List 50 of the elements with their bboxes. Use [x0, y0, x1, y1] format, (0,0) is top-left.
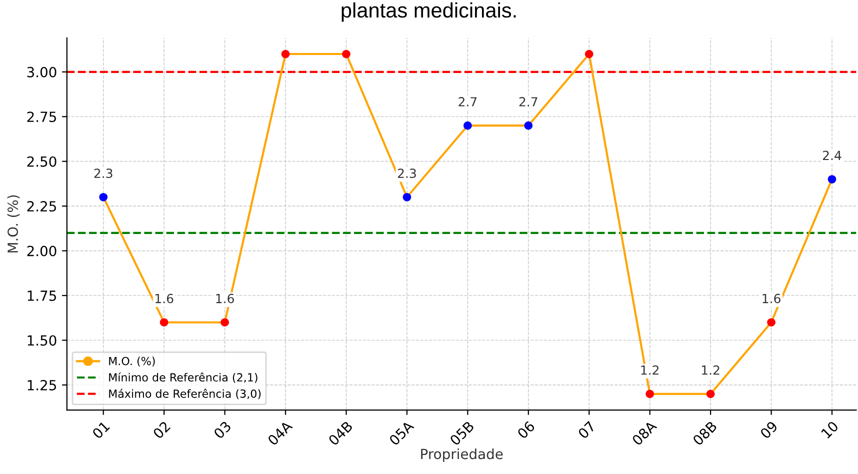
point — [706, 390, 715, 398]
chart-title: plantas medicinais. — [342, 2, 516, 22]
x-tick-label: 01 — [92, 420, 110, 440]
data-label: 2.7 — [458, 97, 477, 106]
data-label: 2.3 — [398, 168, 416, 178]
point — [160, 318, 168, 327]
data-label: 1.6 — [216, 294, 234, 304]
data-label: 2.7 — [519, 97, 538, 106]
x-tick-label: 02 — [152, 420, 171, 440]
y-tick-label: 2.75 — [27, 112, 56, 122]
data-label: 1.2 — [641, 365, 659, 375]
x-tick-label: 05A — [388, 420, 414, 446]
x-tick-label: 09 — [760, 420, 778, 440]
point — [767, 318, 776, 327]
point — [584, 50, 594, 58]
data-label: 2.4 — [822, 150, 842, 160]
point — [99, 192, 108, 202]
data-label: 2.3 — [94, 168, 112, 178]
point — [646, 390, 654, 398]
x-axis-title: Propriedade — [421, 448, 503, 462]
point — [464, 121, 472, 130]
y-tick-label: 2.00 — [27, 246, 56, 256]
x-tick-label: 08A — [631, 420, 658, 446]
x-tick-label: 04B — [328, 420, 354, 446]
x-tick-label: 03 — [213, 420, 232, 440]
legend-label: Máximo de Referência (3,0) — [109, 388, 261, 400]
x-tick-label: 04A — [267, 420, 294, 446]
y-axis-title: M.O. (%) — [7, 195, 20, 252]
y-tick-label: 2.25 — [27, 201, 56, 212]
y-tick-label: 1.50 — [28, 335, 56, 346]
x-tick-label: 08B — [692, 420, 718, 446]
data-label: 1.2 — [702, 365, 720, 375]
y-tick-label: 1.25 — [28, 380, 56, 390]
y-tick-label: 3.00 — [27, 66, 56, 78]
legend-label: Mínimo de Referência (2,1) — [109, 372, 258, 383]
point — [524, 121, 533, 130]
point — [220, 318, 229, 327]
x-tick-label: 06 — [516, 420, 536, 440]
point — [281, 50, 290, 58]
x-tick-label: 10 — [820, 420, 839, 439]
x-tick-label: 07 — [577, 420, 596, 440]
data-label: 1.6 — [156, 294, 174, 304]
y-tick-label: 2.50 — [27, 156, 56, 167]
point — [402, 192, 412, 202]
point — [828, 175, 836, 184]
data-label: 1.6 — [762, 294, 780, 304]
legend-label: M.O. (%) — [109, 356, 155, 367]
point — [342, 50, 350, 58]
x-tick-label: 05B — [449, 420, 475, 446]
y-tick-label: 1.75 — [28, 290, 56, 301]
